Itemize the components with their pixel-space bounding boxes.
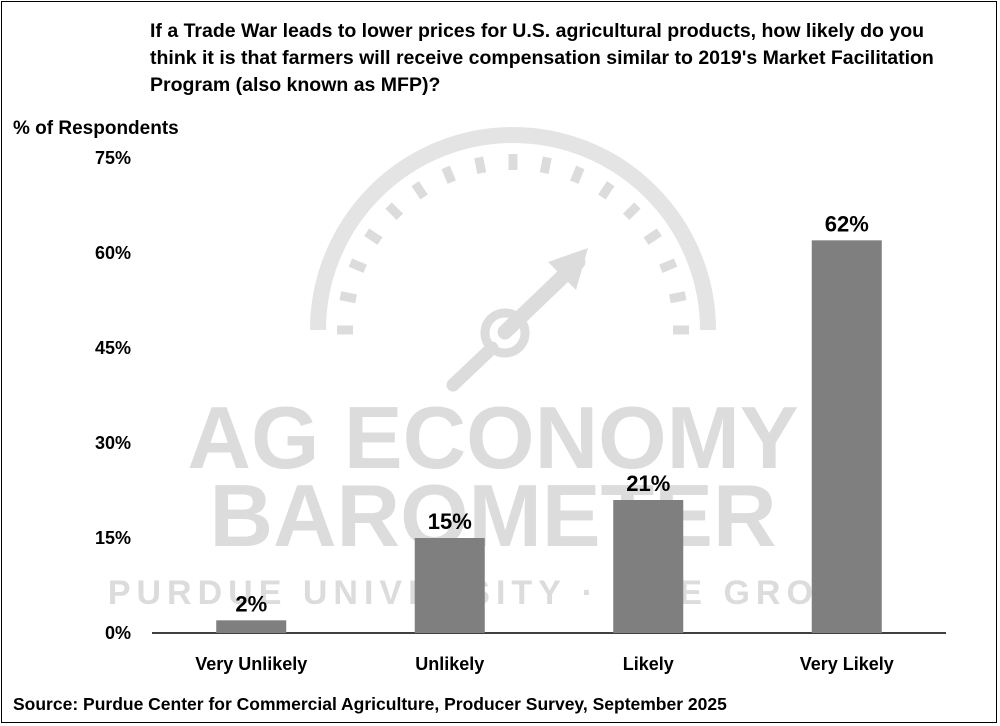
axes: 0% 15% 30% 45% 60% 75% — [95, 148, 946, 643]
watermark-line1: AG ECONOMY — [187, 388, 798, 487]
x-tick-label: Unlikely — [415, 654, 484, 674]
x-tick-label: Very Likely — [800, 654, 894, 674]
source-note: Source: Purdue Center for Commercial Agr… — [13, 694, 727, 714]
data-label: 2% — [235, 591, 267, 616]
y-tick-label: 75% — [95, 148, 131, 168]
watermark-line2: BAROMETER — [209, 466, 776, 565]
bars: 2% Very Unlikely 15% Unlikely 21% Likely 62% Ve… — [195, 211, 894, 674]
bar — [613, 500, 684, 633]
watermark: AG ECONOMY BAROMETER PURDUE UNIVERSITY ·… — [108, 127, 878, 612]
y-tick-label: 0% — [105, 623, 131, 643]
watermark-line3: PURDUE UNIVERSITY · CME GROUP — [108, 574, 878, 612]
bar — [811, 240, 882, 634]
y-axis-label: % of Respondents — [13, 118, 179, 139]
x-tick-label: Likely — [623, 654, 674, 674]
bar — [216, 620, 287, 633]
y-tick-label: 45% — [95, 338, 131, 358]
chart-title: If a Trade War leads to lower prices for… — [150, 20, 934, 96]
data-label: 15% — [428, 509, 472, 534]
gauge-icon — [310, 127, 716, 392]
x-tick-label: Very Unlikely — [195, 654, 307, 674]
data-label: 21% — [626, 471, 670, 496]
y-tick-label: 30% — [95, 433, 131, 453]
y-tick-label: 60% — [95, 243, 131, 263]
bar — [414, 538, 485, 633]
y-tick-label: 15% — [95, 528, 131, 548]
data-label: 62% — [825, 211, 869, 236]
